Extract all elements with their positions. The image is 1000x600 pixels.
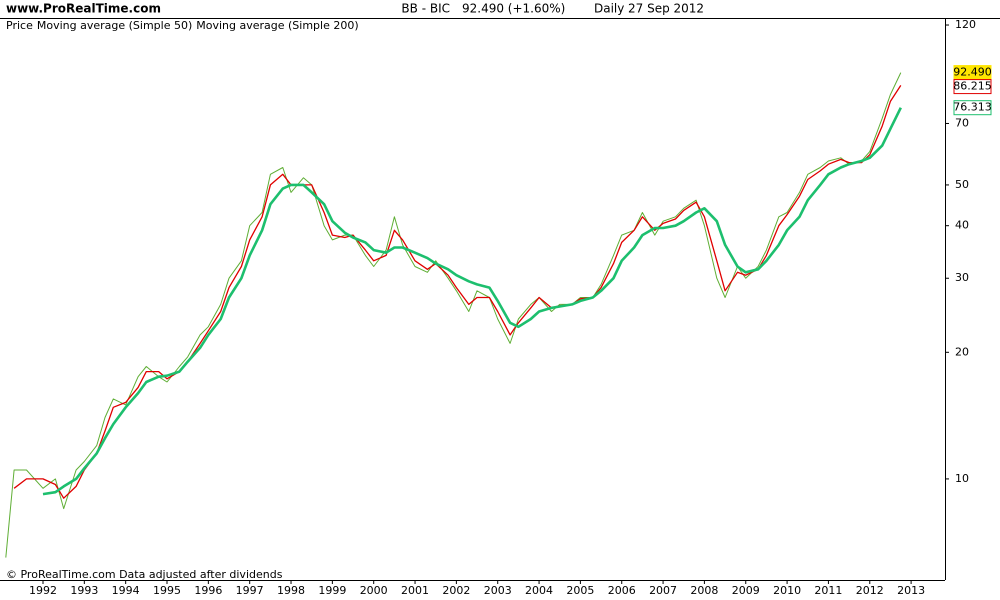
x-tick-label: 1999 xyxy=(318,584,346,597)
y-tick-label: 50 xyxy=(955,178,969,191)
x-tick-label: 2011 xyxy=(814,584,842,597)
x-tick-label: 1994 xyxy=(112,584,140,597)
last-value-badge xyxy=(953,79,992,95)
last-value-badge xyxy=(953,100,992,116)
legend-entry: Price xyxy=(6,19,33,32)
legend-entry: Moving average (Simple 200) xyxy=(196,19,358,32)
x-tick-label: 2003 xyxy=(484,584,512,597)
x-tick-label: 2006 xyxy=(608,584,636,597)
period: Daily xyxy=(594,2,624,16)
x-tick-label: 1998 xyxy=(277,584,305,597)
x-tick-label: 2009 xyxy=(732,584,760,597)
y-tick-label: 40 xyxy=(955,219,969,232)
x-tick-label: 2000 xyxy=(360,584,388,597)
x-tick-label: 2013 xyxy=(897,584,925,597)
x-tick-label: 1996 xyxy=(194,584,222,597)
x-tick-label: 2010 xyxy=(773,584,801,597)
x-tick-label: 1992 xyxy=(29,584,57,597)
site: www.ProRealTime.com xyxy=(6,2,161,16)
footer: © ProRealTime.com Data adjusted after di… xyxy=(6,568,283,581)
x-tick-label: 2002 xyxy=(442,584,470,597)
x-tick-label: 1993 xyxy=(70,584,98,597)
x-tick-label: 2008 xyxy=(690,584,718,597)
x-tick-label: 2004 xyxy=(525,584,553,597)
date: 27 Sep 2012 xyxy=(628,2,704,16)
series-line xyxy=(42,107,902,496)
legend: Price Moving average (Simple 50) Moving av… xyxy=(6,19,359,32)
y-tick-label: 10 xyxy=(955,472,969,485)
x-tick-label: 1997 xyxy=(236,584,264,597)
y-tick-label: 70 xyxy=(955,116,969,129)
y-tick-label: 30 xyxy=(955,271,969,284)
quote: 92.490 (+1.60%) xyxy=(462,2,565,16)
last-value-label: 92.490 xyxy=(953,66,992,79)
x-tick-label: 2012 xyxy=(856,584,884,597)
x-tick-label: 2007 xyxy=(649,584,677,597)
last-value-label: 76.313 xyxy=(953,101,992,114)
legend-entry: Moving average (Simple 50) xyxy=(37,19,192,32)
x-tick-label: 2001 xyxy=(401,584,429,597)
x-tick-label: 1995 xyxy=(153,584,181,597)
y-tick-label: 120 xyxy=(955,18,976,31)
last-value-label: 86.215 xyxy=(953,80,992,93)
instrument: BB - BIC xyxy=(401,2,450,16)
y-tick-label: 20 xyxy=(955,345,969,358)
x-tick-label: 2005 xyxy=(566,584,594,597)
